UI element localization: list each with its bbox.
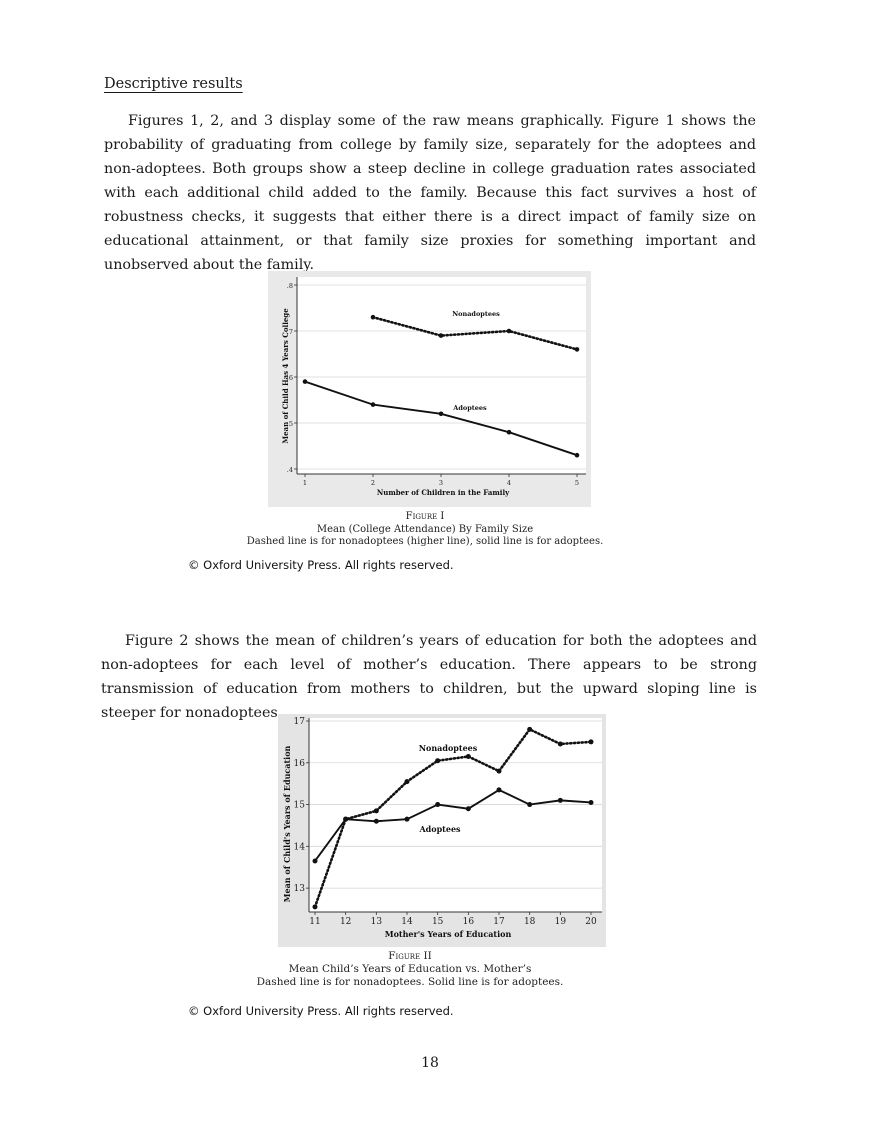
fig2-adoptees-point [527,802,533,808]
figure1-chart: .4 .5 .6 .7 .8 1 2 3 4 5 Number of Children in the… [268,271,591,507]
fig2-adoptees-point [343,816,349,822]
fig2-nonadoptees-point [527,726,533,732]
figure2-copyright: © Oxford University Press. All rights re… [188,1004,454,1018]
fig2-adoptees-line [314,788,592,862]
figure2-caption: Figure II Mean Child’s Years of Educatio… [235,950,585,989]
fig2-nonadoptees-point [404,779,410,785]
fig1-x-tick-label: 4 [507,479,511,487]
fig2-x-axis-label: Mother's Years of Education [385,929,512,939]
page-number: 18 [421,1055,439,1071]
figure1-copyright: © Oxford University Press. All rights re… [188,558,454,572]
fig2-y-tick-label: 15 [294,801,306,811]
fig2-x-tick-label: 18 [524,917,536,927]
fig1-adoptees-point [574,452,580,458]
fig2-nonadoptees-point [312,904,318,910]
fig1-x-tick-label: 5 [575,479,579,487]
fig2-x-tick-label: 13 [371,917,383,927]
fig2-adoptees-point [312,858,318,864]
fig2-x-tick-label: 11 [309,917,320,927]
fig2-y-axis-label: Mean of Child's Years of Education [282,745,292,902]
fig2-adoptees-point [557,797,563,803]
section-heading: Descriptive results [104,76,243,92]
fig2-adoptees-point [404,816,410,822]
fig2-adoptees-point [435,802,441,808]
figure1-svg: .4 .5 .6 .7 .8 1 2 3 4 5 Number of Children in the… [268,271,591,507]
fig1-y-tick-label: .5 [287,420,293,428]
fig2-y-tick-label: 16 [294,759,306,769]
fig2-x-tick-label: 15 [432,917,444,927]
fig2-x-tick-label: 14 [401,917,413,927]
fig1-nonadoptees-point [370,314,376,320]
fig1-y-tick-label: .7 [287,328,293,336]
fig1-adoptees-series-label: Adoptees [452,404,487,412]
fig1-adoptees-point [506,429,512,435]
paragraph-figure1-description: Figures 1, 2, and 3 display some of the … [104,113,756,273]
figure2-svg: 13 14 15 16 17 11 12 13 14 15 16 17 18 19 20 Mother's Y… [278,714,606,947]
fig1-adoptees-point [370,402,376,407]
fig2-nonadoptees-point [435,758,441,764]
fig2-adoptees-point [373,818,379,824]
fig1-nonadoptees-series-label: Nonadoptees [452,310,500,318]
fig1-nonadoptees-line [371,315,579,351]
fig1-y-axis-label: Mean of Child Has 4 Years College [281,308,290,444]
fig1-nonadoptees-point [438,333,444,338]
fig1-x-tick-label: 3 [439,479,443,487]
figure2-caption-title: Mean Child’s Years of Education vs. Moth… [288,963,532,975]
figure1-caption-note: Dashed line is for nonadoptees (higher l… [246,536,604,547]
figure1-caption-title: Mean (College Attendance) By Family Size [316,523,534,535]
fig2-y-tick-label: 13 [294,884,306,894]
fig2-adoptees-series-label: Adoptees [418,824,461,834]
figure2-caption-note: Dashed line is for nonadoptees. Solid li… [256,976,564,988]
fig2-x-tick-label: 17 [493,917,505,927]
fig1-y-tick-label: .6 [287,374,293,382]
fig1-y-tick-label: .8 [287,282,293,290]
fig1-x-tick-label: 1 [303,479,307,487]
fig2-x-tick-label: 12 [340,917,351,927]
fig2-adoptees-point [496,787,502,793]
fig2-x-tick-label: 16 [463,917,475,927]
fig2-adoptees-point [465,806,471,812]
figure2-chart: 13 14 15 16 17 11 12 13 14 15 16 17 18 19 20 Mother's Y… [278,714,606,947]
fig2-nonadoptees-point [465,754,471,760]
fig2-nonadoptees-series-label: Nonadoptees [419,743,478,753]
fig1-adoptees-point [438,411,444,417]
fig2-y-tick-label: 17 [294,717,306,727]
fig1-y-tick-label: .4 [287,466,293,474]
fig2-nonadoptees-point [373,808,379,814]
paragraph-figure2-description: Figure 2 shows the mean of children’s ye… [101,633,757,721]
fig2-adoptees-point [588,799,594,805]
figure1-caption-label: Figure I [405,511,445,522]
figure1-caption: Figure I Mean (College Attendance) By Fa… [230,511,620,549]
fig1-nonadoptees-point [506,328,512,334]
fig2-x-tick-label: 19 [555,917,567,927]
fig2-nonadoptees-point [496,768,502,774]
fig1-nonadoptees-point [574,347,580,352]
fig2-y-tick-label: 14 [294,842,306,852]
fig2-nonadoptees-point [588,739,594,745]
fig2-nonadoptees-line [313,727,593,909]
fig1-x-axis-label: Number of Children in the Family [377,488,510,497]
figure2-caption-label: Figure II [388,950,432,962]
fig2-nonadoptees-point [557,741,563,747]
fig2-x-tick-label: 20 [585,917,597,927]
fig1-x-tick-label: 2 [371,479,375,487]
fig1-adoptees-point [302,379,308,384]
